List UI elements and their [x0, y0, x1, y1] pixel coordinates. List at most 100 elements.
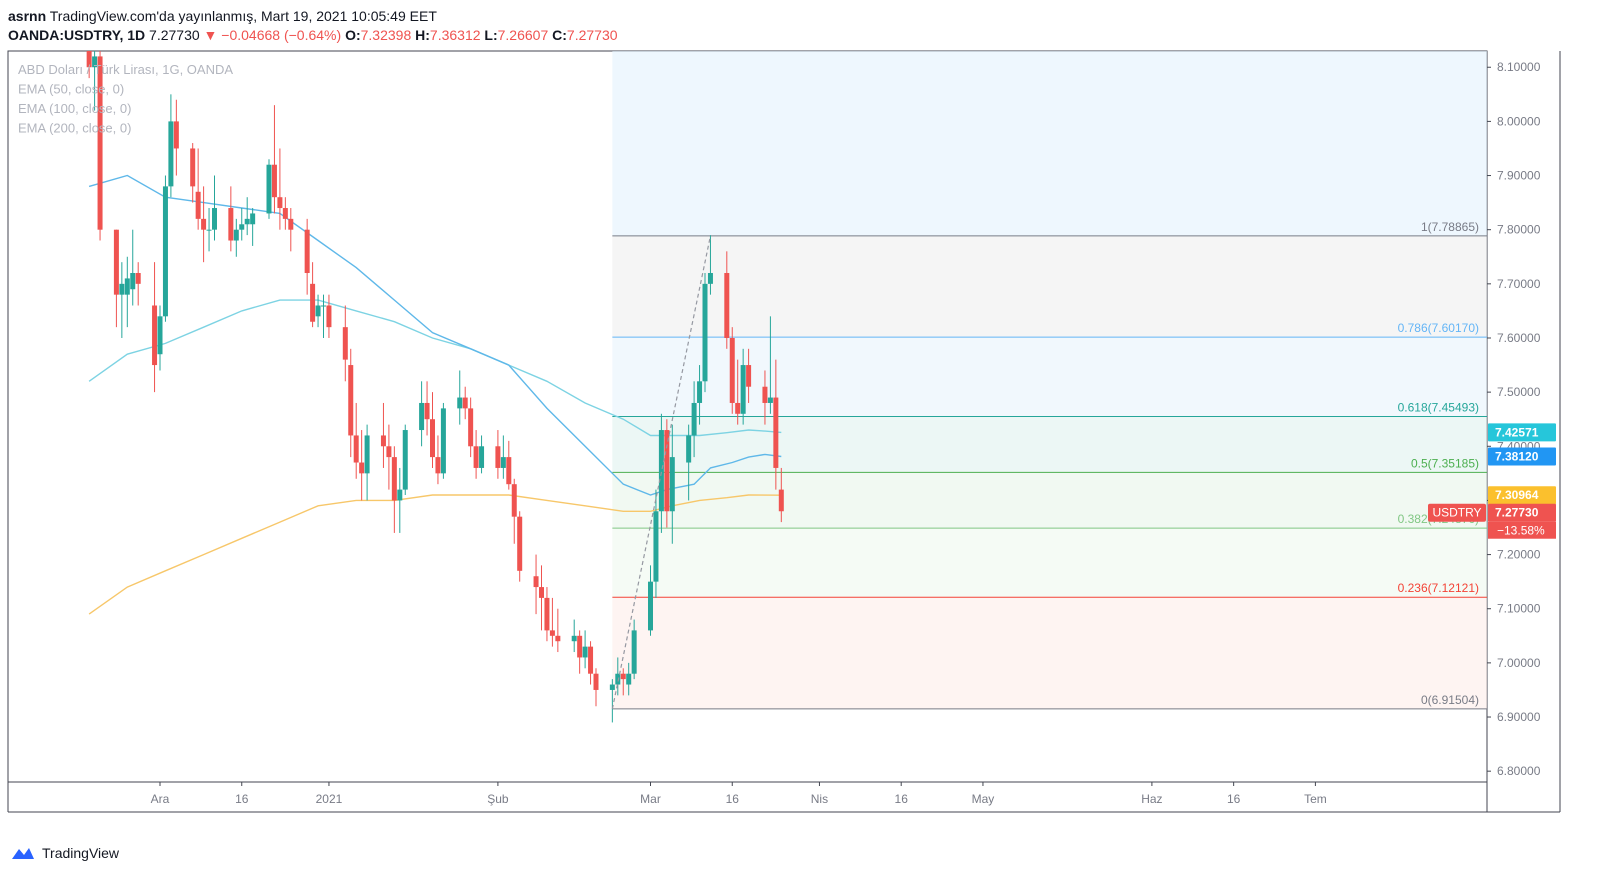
candle-body	[424, 402, 430, 420]
candle-body	[201, 218, 207, 230]
candle-body	[288, 218, 294, 230]
down-arrow-icon: ▼	[203, 27, 218, 43]
x-tick-label: 16	[726, 792, 740, 806]
candle-body	[544, 597, 550, 631]
candle-body	[244, 218, 250, 225]
y-tick-label: 7.80000	[1497, 223, 1541, 237]
candle-body	[479, 446, 485, 468]
candle	[539, 565, 544, 631]
candle	[735, 359, 741, 425]
candle-body	[702, 283, 708, 382]
candle-body	[326, 305, 332, 328]
candle-body	[767, 397, 773, 403]
tradingview-logo-icon[interactable]	[10, 845, 36, 861]
candle	[342, 305, 348, 382]
candle-body	[457, 397, 463, 409]
candle	[86, 51, 92, 79]
candle	[321, 294, 326, 338]
candle-body	[239, 224, 245, 230]
candle-body	[391, 457, 397, 501]
x-tick-label: 2021	[316, 792, 343, 806]
symbol-name[interactable]: OANDA:USDTRY, 1D	[8, 27, 146, 43]
candle	[697, 365, 703, 425]
x-tick-label: Ara	[151, 792, 170, 806]
candle	[511, 478, 517, 544]
close-label: C:	[552, 27, 567, 43]
candle	[348, 348, 354, 458]
y-tick-label: 7.10000	[1497, 602, 1541, 616]
candle	[506, 440, 512, 490]
y-tick-label: 7.20000	[1497, 548, 1541, 562]
candle	[130, 229, 136, 306]
candle-body	[348, 365, 354, 436]
candle	[544, 587, 550, 642]
candle-body	[92, 56, 98, 68]
candle-body	[321, 305, 326, 307]
price-badge-box	[1488, 486, 1556, 505]
y-tick-label: 7.90000	[1497, 169, 1541, 183]
candle	[157, 305, 163, 371]
candle-body	[206, 229, 212, 231]
candle	[304, 218, 310, 295]
ema200-line	[88, 494, 782, 615]
fib-level-label: 0(6.91504)	[1421, 693, 1479, 707]
candle-body	[130, 273, 136, 290]
price-badge-box	[1488, 503, 1556, 522]
fib-trend-line	[611, 235, 712, 710]
candle	[533, 554, 539, 615]
candle	[212, 175, 217, 241]
candle-body	[364, 435, 370, 474]
candle	[353, 402, 359, 479]
candle-body	[157, 316, 163, 355]
candle-body	[729, 337, 735, 403]
candle	[119, 262, 125, 338]
candle	[162, 175, 168, 322]
candle-body	[609, 684, 615, 690]
candle-body	[277, 197, 283, 209]
close-value: 7.27730	[566, 27, 618, 43]
author-name[interactable]: asrnn	[8, 8, 47, 24]
candle-body	[435, 457, 441, 474]
candle	[97, 51, 103, 241]
candle	[135, 262, 141, 306]
plot-area: 1(7.78865) 0.786(7.60170) 0.618(7.45493) 0.…	[86, 51, 1487, 723]
candle-body	[468, 408, 474, 447]
candle-body	[135, 273, 141, 284]
y-tick-label: 6.80000	[1497, 764, 1541, 778]
low-value: 7.26607	[497, 27, 549, 43]
candle-body	[500, 457, 506, 468]
price-badge-box	[1488, 423, 1556, 442]
price-badge: 7.27730 USDTRY −13.58%	[1428, 503, 1556, 539]
high-value: 7.36312	[429, 27, 481, 43]
candle	[364, 424, 370, 501]
candle	[430, 392, 435, 468]
candle-body	[495, 446, 501, 468]
candle	[495, 430, 501, 479]
candle-body	[697, 381, 703, 403]
candle-body	[571, 635, 577, 642]
candle-body	[511, 484, 517, 517]
x-tick-label: 16	[1227, 792, 1241, 806]
candle-body	[86, 51, 92, 68]
candle	[631, 619, 637, 680]
candle	[239, 208, 245, 241]
open-label: O:	[345, 27, 361, 43]
candle	[440, 402, 446, 479]
candle-body	[282, 208, 288, 219]
candle	[707, 235, 713, 295]
legend-item: EMA (100, close, 0)	[18, 101, 131, 116]
candle	[724, 251, 730, 349]
candle	[315, 294, 321, 328]
low-label: L:	[484, 27, 498, 43]
candle-body	[746, 365, 752, 387]
candle-body	[380, 435, 386, 447]
candle-body	[724, 273, 730, 338]
candle	[206, 208, 212, 252]
candle	[266, 159, 272, 219]
candle-body	[740, 365, 746, 414]
price-badge: 7.38120	[1488, 447, 1556, 466]
footer-brand[interactable]: TradingView	[42, 845, 120, 861]
legend-item: EMA (200, close, 0)	[18, 121, 131, 136]
candle-body	[304, 229, 310, 274]
